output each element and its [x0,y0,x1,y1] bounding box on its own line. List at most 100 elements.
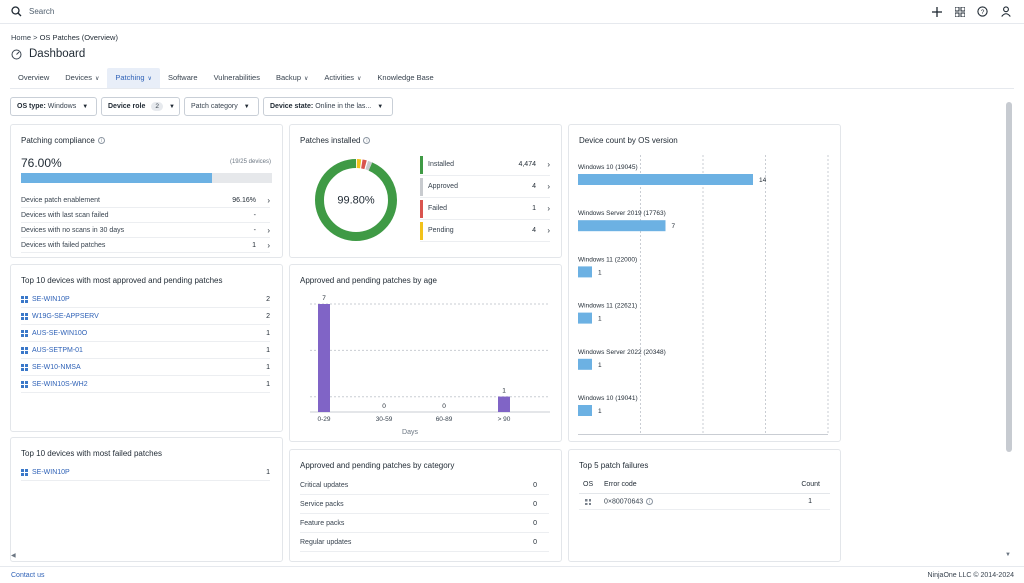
compliance-row[interactable]: Devices with no scans in 30 days - › [21,223,270,238]
device-name-link[interactable]: SE-WIN10S-WH2 [32,380,88,388]
card-title: Patches installed i [300,136,371,145]
category-row: Critical updates 0 [300,476,549,495]
patch-count: 1 [266,380,270,388]
tab-patching[interactable]: Patching ∨ [107,68,160,88]
data-label: 0 [382,403,386,410]
info-icon[interactable]: i [363,137,371,145]
legend-label: Installed [428,161,455,168]
legend-label: Failed [428,205,448,212]
bar[interactable] [578,174,753,185]
tab-label: Patching [115,73,145,82]
grid-icon[interactable] [953,5,966,18]
legend-swatch [420,199,423,218]
scroll-down-icon[interactable]: ▼ [1005,552,1011,558]
compliance-row: Devices with last scan failed - [21,208,270,223]
table-row[interactable]: SE-W10-NMSA 1 [21,359,270,376]
info-icon[interactable]: i [646,498,654,505]
chevron-right-icon[interactable]: › [267,240,270,250]
table-row[interactable]: W19G-SE-APPSERV 2 [21,308,270,325]
failure-count: 1 [808,498,812,505]
device-name-link[interactable]: SE-WIN10P [32,468,70,476]
table-row[interactable]: AUS-SE-WIN10O 1 [21,325,270,342]
page-scrollbar[interactable] [1006,102,1012,452]
chevron-right-icon[interactable]: › [267,195,270,205]
info-icon[interactable]: i [97,137,105,145]
category-label: Windows 11 (22621) [578,303,637,310]
device-name-link[interactable]: AUS-SE-WIN10O [32,329,88,337]
tab-vulnerabilities[interactable]: Vulnerabilities [206,68,268,88]
table-row[interactable]: AUS-SETPM-01 1 [21,342,270,359]
tab-software[interactable]: Software [160,68,206,88]
patch-category-filter[interactable]: Patch category ▼ [184,97,259,116]
bar[interactable] [578,405,592,416]
compliance-row[interactable]: Devices with failed patches 1 › [21,238,270,253]
chevron-right-icon[interactable]: › [547,160,550,169]
failures-table-header: OS Error code Count [579,480,830,494]
help-icon[interactable]: ? [976,5,989,18]
bar[interactable] [318,304,330,412]
data-label: 1 [598,316,602,323]
bar[interactable] [578,312,592,324]
bar[interactable] [498,396,510,412]
category-count: 0 [533,519,537,527]
tick-label: 30-59 [376,416,393,423]
os-type-filter[interactable]: OS type: Windows ▼ [10,97,97,116]
category-label: Windows 10 (19041) [578,395,638,402]
contact-link[interactable]: Contact us [11,572,45,579]
tab-backup[interactable]: Backup ∨ [268,68,316,88]
legend-row-failed[interactable]: Failed 1 › [420,198,550,220]
table-row[interactable]: SE-WIN10P 1 [21,464,270,481]
patch-count: 1 [266,346,270,354]
table-row[interactable]: SE-WIN10S-WH2 1 [21,376,270,393]
patches-by-age-chart: 7 0-29 0 30-59 0 60-89 1 > 90 Days [310,295,550,436]
donut-slice-installed[interactable] [315,159,397,241]
chevron-right-icon[interactable]: › [267,225,270,235]
page-title: Dashboard [29,48,86,60]
card-title: Top 5 patch failures [579,461,649,470]
tick-label: > 90 [498,416,511,423]
legend-row-approved[interactable]: Approved 4 › [420,176,550,198]
plus-icon[interactable] [930,5,943,18]
device-name-link[interactable]: AUS-SETPM-01 [32,346,83,354]
tab-knowledge-base[interactable]: Knowledge Base [369,68,441,88]
search-icon[interactable] [11,6,22,19]
scroll-left-icon[interactable]: ◀ [11,553,16,559]
data-label: 1 [502,388,506,395]
chevron-down-icon: ∨ [357,76,362,82]
search-input[interactable]: Search [29,7,55,16]
device-name-link[interactable]: SE-W10-NMSA [32,363,81,371]
breadcrumb-home[interactable]: Home [11,33,32,42]
device-name-link[interactable]: W19G-SE-APPSERV [32,312,99,320]
device-state-filter[interactable]: Device state: Online in the las... ▼ [263,97,393,116]
tab-devices[interactable]: Devices ∨ [57,68,107,88]
patch-count: 2 [266,295,270,303]
legend-row-installed[interactable]: Installed 4,474 › [420,154,550,176]
chevron-right-icon[interactable]: › [547,204,550,213]
device-role-filter[interactable]: Device role 2 ▼ [101,97,180,116]
legend-count: 1 [532,205,536,212]
tab-label: Activities [324,73,355,82]
tick-label: 60-89 [436,416,453,423]
device-name-link[interactable]: SE-WIN10P [32,295,70,303]
tab-divider [10,88,1014,89]
compliance-row[interactable]: Device patch enablement 96.16% › [21,193,270,208]
chevron-right-icon[interactable]: › [547,182,550,191]
header-error-code: Error code [604,481,637,488]
tab-activities[interactable]: Activities ∨ [316,68,369,88]
legend-row-pending[interactable]: Pending 4 › [420,220,550,242]
error-code: 0×80070643 i [604,498,654,505]
card-title: Top 10 devices with most approved and pe… [21,276,223,285]
legend-label: Approved [428,183,458,190]
tab-label: Backup [275,73,302,82]
chevron-right-icon[interactable]: › [547,226,550,235]
compliance-progress-bar [21,173,272,183]
tab-overview[interactable]: Overview [10,68,57,88]
user-icon[interactable] [999,5,1012,18]
patch-count: 1 [266,363,270,371]
bar[interactable] [578,266,592,278]
table-row[interactable]: SE-WIN10P 2 [21,291,270,308]
data-label: 14 [759,177,767,184]
bar[interactable] [578,220,666,232]
table-row[interactable]: 0×80070643 i 1 [579,494,830,510]
bar[interactable] [578,358,592,370]
